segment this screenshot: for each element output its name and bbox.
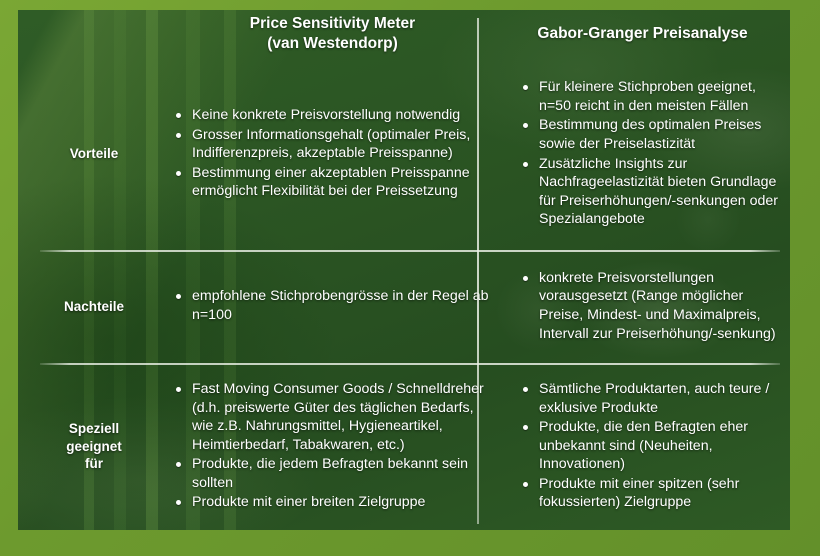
cell-vorteile-gabor-granger: Für kleinere Stichproben geeignet, n=50 …	[495, 58, 790, 250]
bullet-list-nachteile-psm: empfohlene Stichprobengrösse in der Rege…	[170, 287, 495, 324]
row-label-line3: für	[85, 456, 103, 472]
column-header-psm-line2: (van Westendorp)	[267, 35, 398, 52]
list-item: Produkte mit einer breiten Zielgruppe	[176, 493, 495, 512]
slide-panel: Price Sensitivity Meter (van Westendorp)…	[18, 10, 790, 530]
list-item: Sämtliche Produktarten, auch teure / exk…	[523, 380, 790, 417]
column-header-psm-line1: Price Sensitivity Meter	[249, 14, 416, 32]
list-item: Für kleinere Stichproben geeignet, n=50 …	[523, 78, 790, 115]
list-item: Produkte, die jedem Befragten bekannt se…	[176, 455, 495, 492]
column-header-gabor-granger: Gabor-Granger Preisanalyse	[495, 10, 790, 58]
table-row-vorteile: Vorteile Keine konkrete Preisvorstellung…	[18, 58, 790, 250]
bullet-list-speziell-gabor-granger: Sämtliche Produktarten, auch teure / exk…	[517, 380, 790, 512]
cell-speziell-psm: Fast Moving Consumer Goods / Schnelldreh…	[170, 363, 495, 530]
table-row-speziell-geeignet-fuer: Speziell geeignet für Fast Moving Consum…	[18, 363, 790, 530]
column-header-psm: Price Sensitivity Meter (van Westendorp)	[170, 10, 495, 58]
row-label-speziell-geeignet-fuer: Speziell geeignet für	[18, 363, 170, 530]
table-row-nachteile: Nachteile empfohlene Stichprobengrösse i…	[18, 250, 790, 363]
list-item: konkrete Preisvorstellungen vorausgesetz…	[523, 269, 790, 343]
table-header-row: Price Sensitivity Meter (van Westendorp)…	[18, 10, 790, 58]
row-label-line1: Speziell	[68, 421, 120, 437]
list-item: Bestimmung des optimalen Preises sowie d…	[523, 116, 790, 153]
list-item: empfohlene Stichprobengrösse in der Rege…	[176, 287, 495, 324]
list-item: Keine konkrete Preisvorstellung notwendi…	[176, 106, 495, 125]
bullet-list-speziell-psm: Fast Moving Consumer Goods / Schnelldreh…	[170, 380, 495, 512]
bullet-list-vorteile-psm: Keine konkrete Preisvorstellung notwendi…	[170, 106, 495, 201]
list-item: Grosser Informationsgehalt (optimaler Pr…	[176, 126, 495, 163]
list-item: Produkte mit einer spitzen (sehr fokussi…	[523, 475, 790, 512]
cell-nachteile-psm: empfohlene Stichprobengrösse in der Rege…	[170, 250, 495, 363]
list-item: Bestimmung einer akzeptablen Preisspanne…	[176, 164, 495, 201]
cell-vorteile-psm: Keine konkrete Preisvorstellung notwendi…	[170, 58, 495, 250]
column-header-gabor-granger-line1: Gabor-Granger Preisanalyse	[537, 24, 748, 42]
list-item: Produkte, die den Befragten eher unbekan…	[523, 418, 790, 474]
list-item: Fast Moving Consumer Goods / Schnelldreh…	[176, 380, 495, 454]
row-label-vorteile: Vorteile	[69, 146, 119, 162]
row-label-line2: geeignet	[66, 438, 122, 454]
header-corner-empty	[18, 10, 170, 58]
comparison-table: Price Sensitivity Meter (van Westendorp)…	[18, 10, 790, 530]
row-label-nachteile: Nachteile	[63, 298, 125, 314]
bullet-list-vorteile-gabor-granger: Für kleinere Stichproben geeignet, n=50 …	[517, 78, 790, 229]
cell-speziell-gabor-granger: Sämtliche Produktarten, auch teure / exk…	[495, 363, 790, 530]
cell-nachteile-gabor-granger: konkrete Preisvorstellungen vorausgesetz…	[495, 250, 790, 363]
bullet-list-nachteile-gabor-granger: konkrete Preisvorstellungen vorausgesetz…	[517, 269, 790, 343]
comparison-table-container: Price Sensitivity Meter (van Westendorp)…	[18, 10, 790, 530]
list-item: Zusätzliche Insights zur Nachfrageelasti…	[523, 155, 790, 229]
